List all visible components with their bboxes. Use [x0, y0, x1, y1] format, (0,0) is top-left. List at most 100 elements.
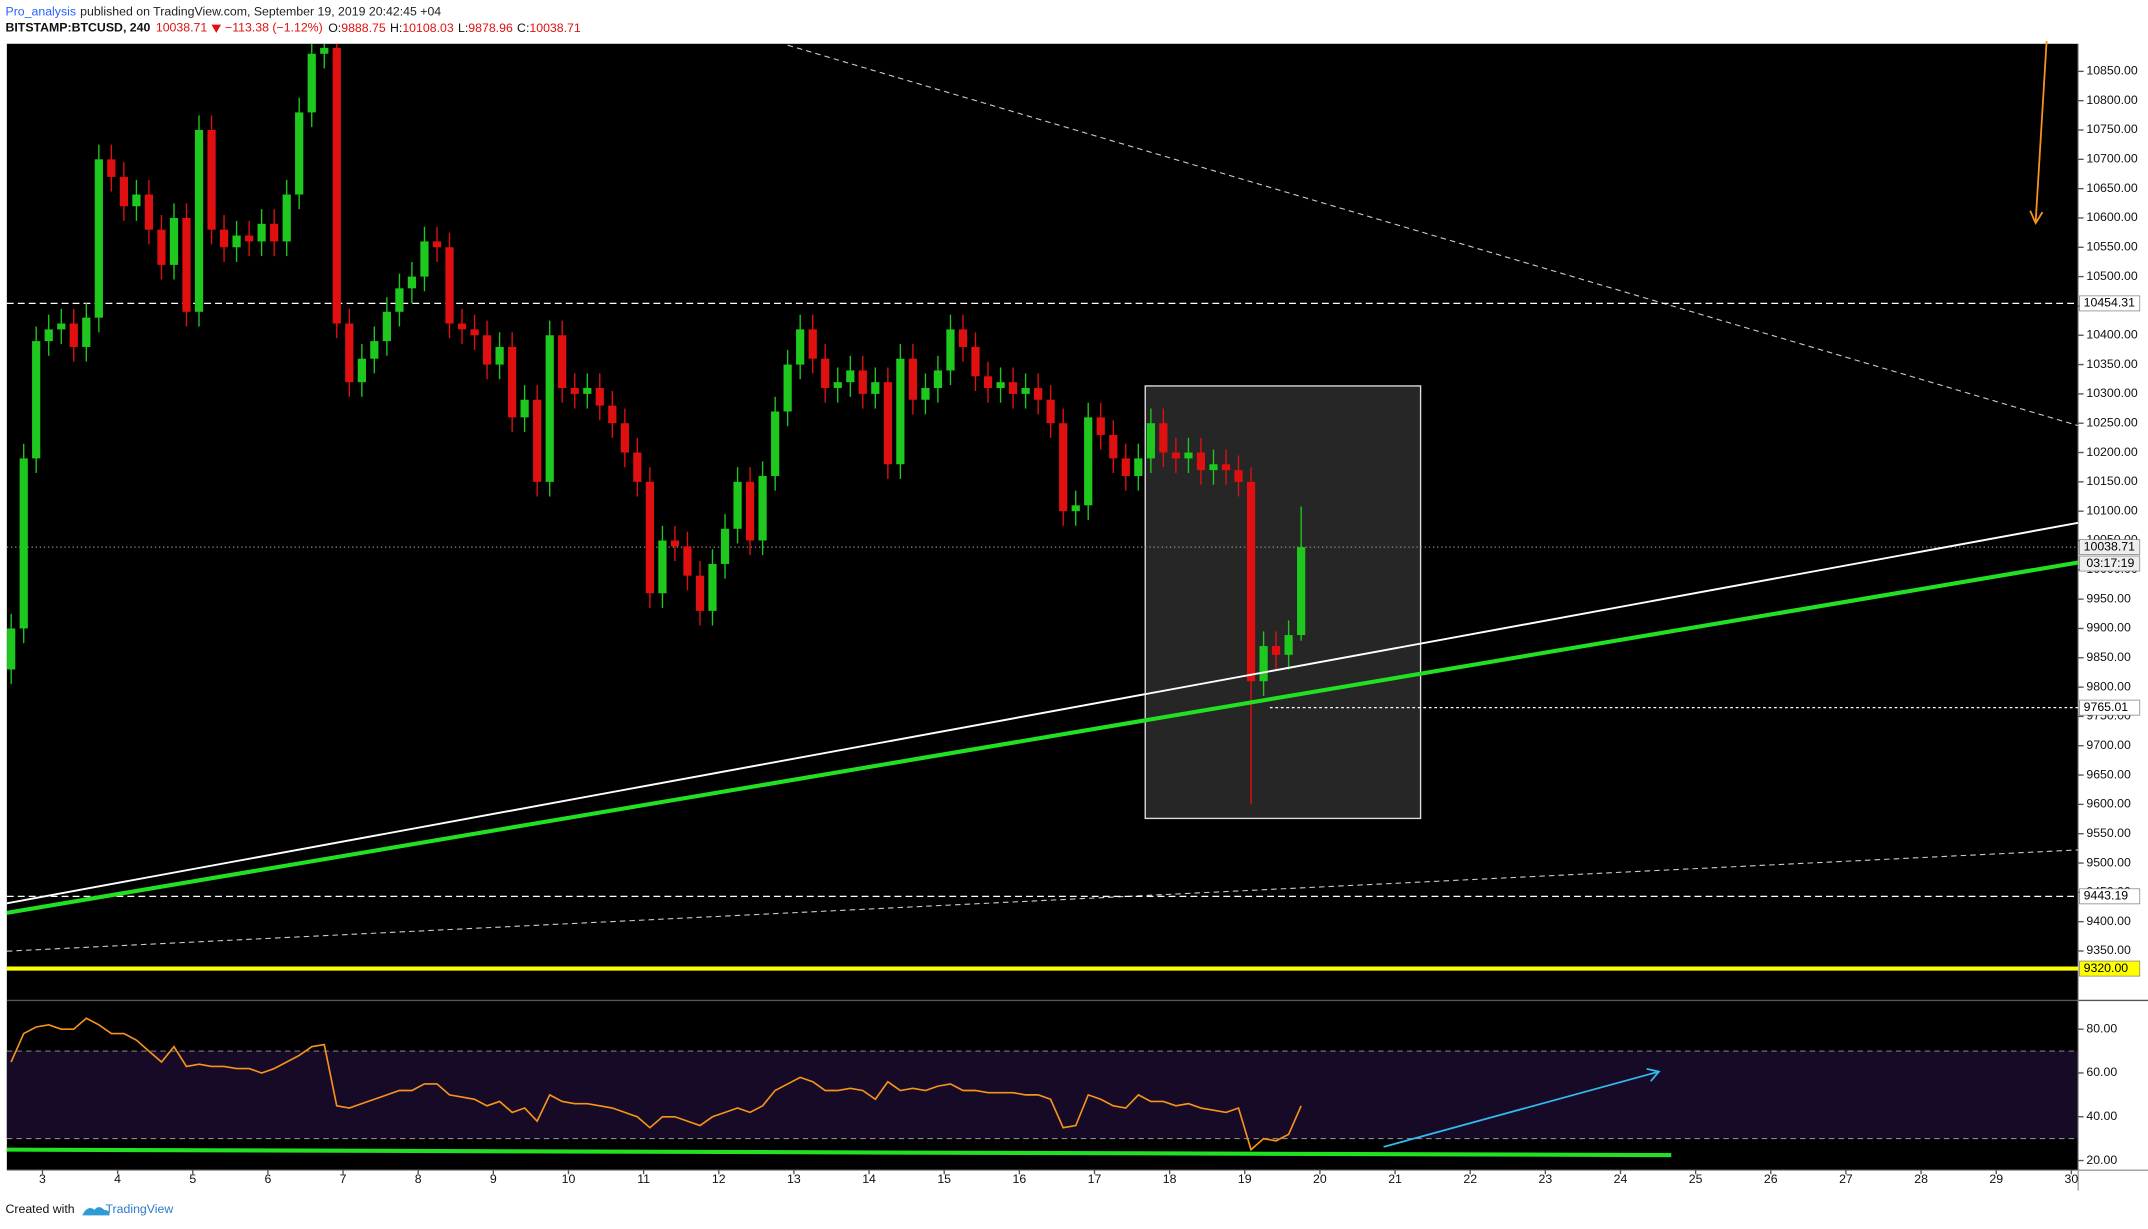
symbol-line: BITSTAMP:BTCUSD, 240 10038.71 −113.38 (−1.… [5, 21, 322, 35]
candle-body [670, 540, 680, 547]
level-box [2079, 539, 2141, 555]
candle-body [808, 329, 817, 359]
logo [82, 1207, 110, 1216]
candle-body [971, 346, 980, 377]
candle-body [958, 329, 968, 347]
y-tick-label: 10750.00 [2086, 122, 2138, 136]
ohlc-value: 9888.75 [341, 21, 386, 35]
trend-green [6, 560, 2079, 915]
candle-body [871, 382, 880, 394]
candle-body [169, 217, 179, 265]
candle-body [219, 229, 229, 248]
candle-body [858, 370, 867, 394]
y-tick-label: 10550.00 [2086, 240, 2138, 254]
x-tick-label: 22 [1463, 1172, 1477, 1186]
candle-body [207, 129, 216, 230]
x-tick-label: 29 [1989, 1172, 2003, 1186]
y-tick-label: 10200.00 [2086, 445, 2138, 459]
candle-body [1284, 635, 1293, 655]
candle-body [1171, 452, 1181, 459]
candle-body [846, 370, 855, 383]
candle-body [796, 329, 805, 365]
candle-body [695, 575, 705, 611]
candle-body [44, 329, 53, 342]
brand[interactable]: TradingView [105, 1202, 173, 1216]
rsi-arrow-head [1646, 1068, 1661, 1082]
candle-body [495, 346, 504, 365]
rsi-line [10, 1017, 1302, 1152]
author[interactable]: Pro_analysis [5, 5, 76, 19]
ohlc-label: H: [390, 21, 402, 35]
candle-body [1109, 434, 1118, 459]
x-tick-label: 27 [1839, 1172, 1853, 1186]
logo-cloud [82, 1207, 110, 1216]
candle-body [382, 311, 391, 342]
x-tick-label: 14 [862, 1172, 876, 1186]
y-tick-label: 9550.00 [2086, 826, 2131, 840]
candle-body [570, 388, 579, 394]
candle-body [144, 194, 154, 230]
candle-body [558, 335, 567, 389]
candle-body [257, 223, 266, 242]
candle-body [270, 223, 279, 242]
candle-body [783, 364, 792, 412]
x-tick-label: 11 [637, 1172, 650, 1186]
candle-body [833, 382, 842, 389]
header-line: Pro_analysis published on TradingView.com… [5, 5, 441, 19]
rsi-tick-label: 80.00 [2086, 1021, 2117, 1035]
y-tick-label: 9650.00 [2086, 767, 2131, 781]
candle-body [307, 53, 316, 113]
y-tick-label: 9350.00 [2086, 943, 2131, 957]
trend-white [6, 521, 2079, 905]
candle-body [1096, 417, 1105, 435]
candle-body [57, 323, 66, 330]
candle-body [19, 458, 28, 629]
y-tick-label: 10100.00 [2086, 503, 2138, 517]
candle-body [996, 382, 1005, 389]
candle-body [608, 405, 617, 424]
level-label: 9765.01 [2084, 700, 2129, 714]
candle-body [946, 329, 955, 371]
x-tick-label: 24 [1614, 1172, 1628, 1186]
x-tick-label: 7 [340, 1172, 347, 1186]
candle-body [533, 399, 542, 482]
candle-body [720, 528, 730, 564]
candle-body [82, 317, 91, 347]
level-box [2079, 295, 2141, 312]
level-box [2079, 888, 2141, 905]
candle-body [1034, 388, 1043, 400]
ohlc-label: C: [517, 21, 529, 35]
published: published on TradingView.com, September … [80, 5, 441, 19]
footer: Created with [5, 1202, 74, 1216]
candle-body [1134, 458, 1143, 476]
countdown-box [2079, 555, 2141, 572]
candle-body [194, 129, 204, 312]
candle-body [482, 335, 492, 365]
candle-body [1184, 452, 1193, 459]
candle-body [908, 358, 918, 400]
y-tick-label: 10800.00 [2086, 93, 2138, 107]
ohlc-label: L: [458, 21, 468, 35]
x-tick-label: 16 [1012, 1172, 1026, 1186]
y-tick-label: 10650.00 [2086, 181, 2138, 195]
y-tick-label: 10600.00 [2086, 210, 2138, 224]
x-tick-label: 8 [415, 1172, 422, 1186]
candle-body [1071, 505, 1080, 512]
ohlc: O: 9888.75 H: 10108.03 L: 9878.96 C: 10038.71 [328, 21, 581, 35]
symbol: BITSTAMP:BTCUSD, 240 [5, 21, 150, 35]
candle-body [771, 411, 780, 476]
x-tick-label: 25 [1689, 1172, 1703, 1186]
y-tick-label: 9850.00 [2086, 650, 2131, 664]
ohlc-value: 10108.03 [402, 21, 454, 35]
y-tick-label: 10300.00 [2086, 386, 2138, 400]
x-tick-label: 15 [937, 1172, 951, 1186]
candle-body [357, 358, 366, 383]
y-tick-label: 10700.00 [2086, 152, 2138, 166]
rsi-tick-label: 20.00 [2086, 1153, 2117, 1167]
countdown: 03:17:19 [2086, 556, 2134, 570]
candle-body [821, 358, 830, 389]
candle-body [182, 217, 191, 312]
candle-body [420, 241, 429, 277]
